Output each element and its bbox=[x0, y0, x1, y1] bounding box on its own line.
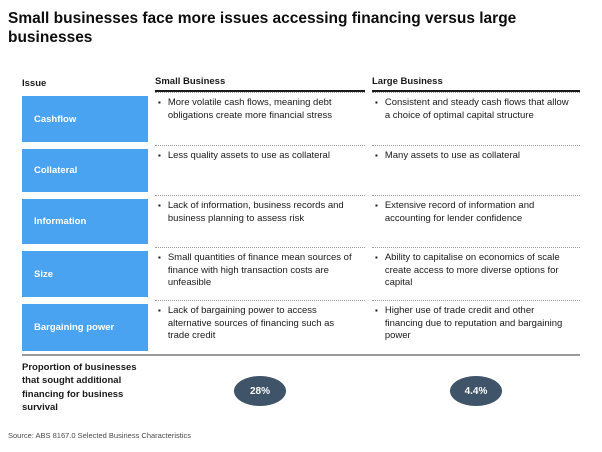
bullet-icon: ▪ bbox=[158, 253, 161, 262]
bullet-icon: ▪ bbox=[375, 253, 378, 262]
table-row-issue-cashflow: Cashflow bbox=[22, 92, 148, 145]
small-business-cell: ▪ Lack of bargaining power to access alt… bbox=[155, 300, 365, 354]
header-large-business: Large Business bbox=[372, 72, 580, 92]
bullet-icon: ▪ bbox=[375, 201, 378, 210]
issue-label-bargaining-power: Bargaining power bbox=[22, 304, 148, 351]
large-business-cell: ▪ Ability to capitalise on economics of … bbox=[372, 247, 580, 300]
slide-title: Small businesses face more issues access… bbox=[8, 10, 517, 46]
cell-text: Ability to capitalise on economics of sc… bbox=[384, 252, 560, 289]
large-business-cell: ▪ Many assets to use as collateral bbox=[372, 145, 580, 195]
issue-label-collateral: Collateral bbox=[22, 149, 148, 192]
header-issue: Issue bbox=[22, 78, 47, 89]
table-row-issue-size: Size bbox=[22, 247, 148, 300]
summary-label: Proportion of businesses that sought add… bbox=[22, 362, 137, 413]
bullet-icon: ▪ bbox=[158, 151, 161, 160]
summary-row: Proportion of businesses that sought add… bbox=[22, 354, 580, 428]
cell-text: Higher use of trade credit and other fin… bbox=[384, 305, 563, 342]
bullet-icon: ▪ bbox=[375, 306, 378, 315]
table-row-issue-collateral: Collateral bbox=[22, 145, 148, 195]
large-business-cell: ▪ Extensive record of information and ac… bbox=[372, 195, 580, 247]
source-note: Source: ABS 8167.0 Selected Business Cha… bbox=[8, 431, 192, 440]
cell-text: Many assets to use as collateral bbox=[384, 150, 521, 161]
bullet-icon: ▪ bbox=[158, 98, 161, 107]
cell-text: Less quality assets to use as collateral bbox=[167, 150, 330, 161]
cell-text: Consistent and steady cash flows that al… bbox=[384, 97, 569, 121]
small-business-cell: ▪ More volatile cash flows, meaning debt… bbox=[155, 92, 365, 145]
large-business-cell: ▪ Consistent and steady cash flows that … bbox=[372, 92, 580, 145]
large-business-percentage-badge: 4.4% bbox=[450, 376, 502, 406]
bullet-icon: ▪ bbox=[375, 98, 378, 107]
cell-text: Small quantities of finance mean sources… bbox=[167, 252, 352, 289]
small-business-cell: ▪ Less quality assets to use as collater… bbox=[155, 145, 365, 195]
large-business-cell: ▪ Higher use of trade credit and other f… bbox=[372, 300, 580, 354]
table-row-issue-information: Information bbox=[22, 195, 148, 247]
comparison-table: Issue Small Business Large Business Cash… bbox=[22, 72, 580, 354]
bullet-icon: ▪ bbox=[158, 306, 161, 315]
bullet-icon: ▪ bbox=[158, 201, 161, 210]
cell-text: More volatile cash flows, meaning debt o… bbox=[167, 97, 333, 121]
issue-label-information: Information bbox=[22, 199, 148, 244]
header-small-business: Small Business bbox=[155, 72, 365, 92]
small-business-cell: ▪ Lack of information, business records … bbox=[155, 195, 365, 247]
large-business-badge-cell: 4.4% bbox=[372, 356, 580, 428]
cell-text: Extensive record of information and acco… bbox=[384, 200, 535, 224]
small-business-cell: ▪ Small quantities of finance mean sourc… bbox=[155, 247, 365, 300]
small-business-percentage-badge: 28% bbox=[234, 376, 286, 406]
bullet-icon: ▪ bbox=[375, 151, 378, 160]
cell-text: Lack of bargaining power to access alter… bbox=[167, 305, 335, 342]
issue-label-cashflow: Cashflow bbox=[22, 96, 148, 142]
table-row-issue-bargaining-power: Bargaining power bbox=[22, 300, 148, 354]
issue-label-size: Size bbox=[22, 251, 148, 297]
small-business-badge-cell: 28% bbox=[155, 356, 365, 428]
cell-text: Lack of information, business records an… bbox=[167, 200, 344, 224]
